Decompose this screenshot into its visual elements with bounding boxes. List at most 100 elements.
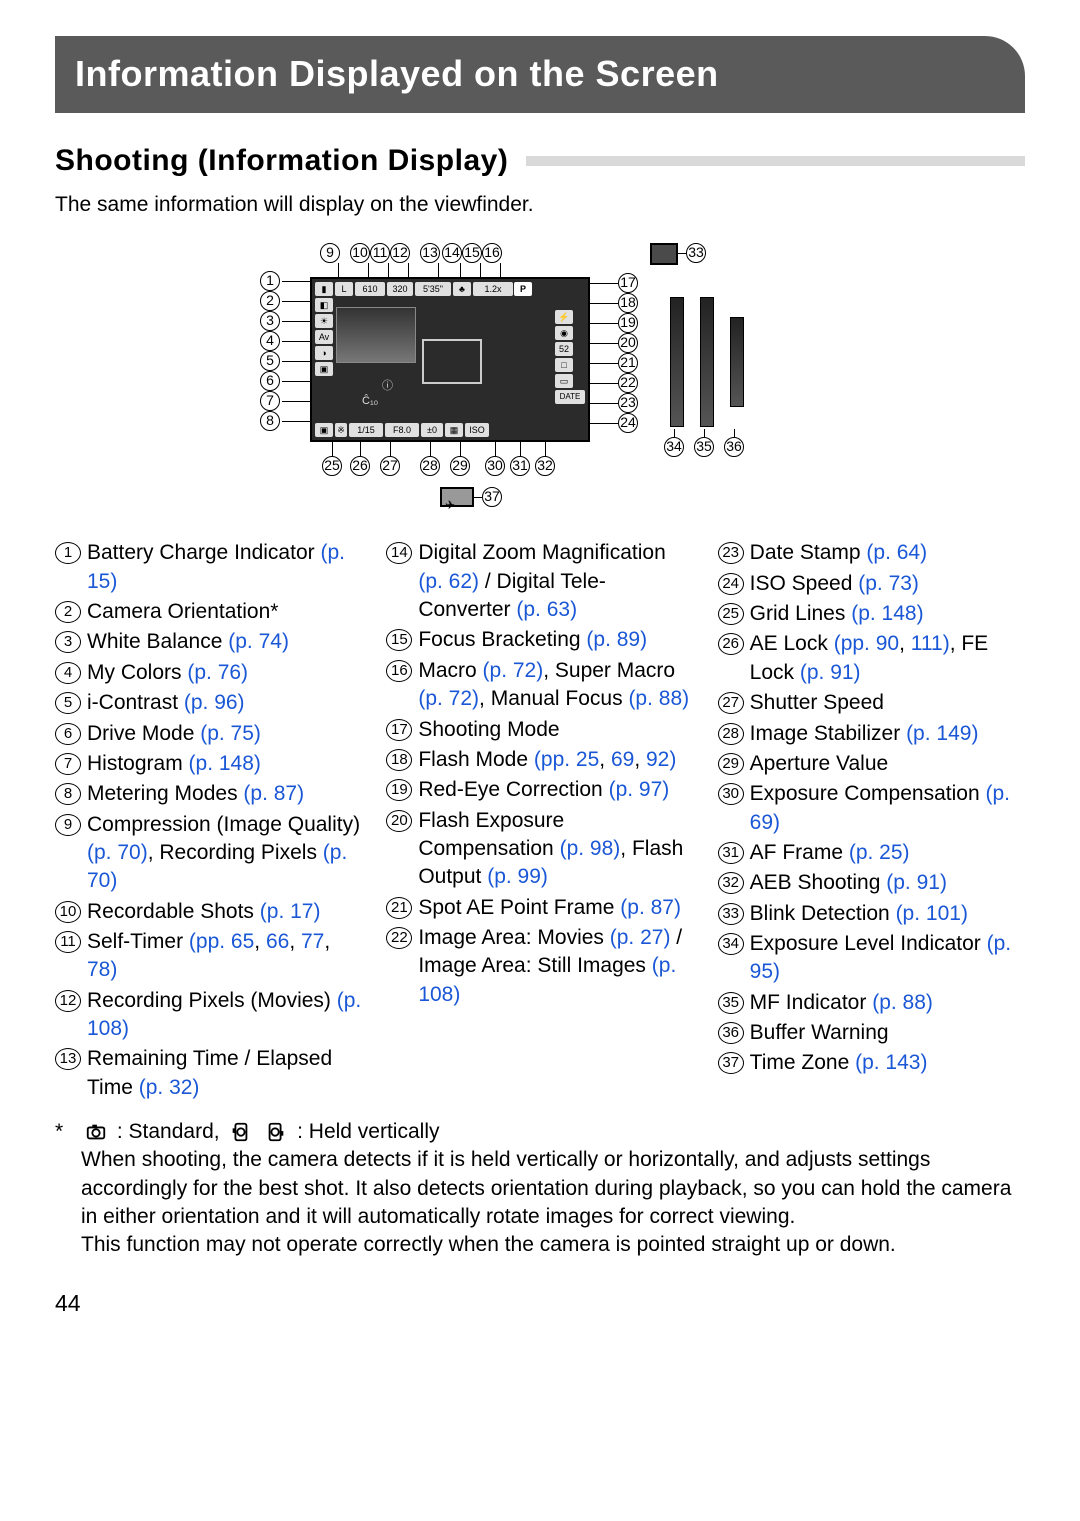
callout-number: 19 bbox=[618, 313, 638, 333]
page-ref[interactable]: 92 bbox=[646, 748, 669, 771]
leader-line bbox=[678, 253, 686, 254]
legend-text: AE Lock (pp. 90, 111), FE Lock (p. 91) bbox=[750, 630, 1025, 687]
legend-label: , Manual Focus bbox=[479, 687, 628, 710]
page-ref[interactable]: (p. 76) bbox=[187, 661, 248, 684]
legend-item: 21Spot AE Point Frame (p. 87) bbox=[386, 894, 693, 922]
page-ref[interactable]: (pp. 90 bbox=[834, 632, 899, 655]
page-ref[interactable]: 78 bbox=[87, 958, 110, 981]
screen-icon: ◧ bbox=[315, 298, 333, 312]
screen-icon: ◑ bbox=[315, 346, 333, 360]
legend-item: 31AF Frame (p. 25) bbox=[718, 839, 1025, 867]
legend-label: Grid Lines bbox=[750, 602, 852, 625]
legend-number: 18 bbox=[386, 749, 412, 771]
page-ref[interactable]: (p. 72) bbox=[483, 659, 544, 682]
leader-line bbox=[704, 429, 705, 437]
page-ref[interactable]: (p. 96) bbox=[184, 691, 245, 714]
legend-text: Metering Modes (p. 87) bbox=[87, 780, 362, 808]
page-ref[interactable]: (pp. 65 bbox=[189, 930, 254, 953]
legend-label: Camera Orientation* bbox=[87, 600, 278, 623]
callout-number: 3 bbox=[260, 311, 280, 331]
legend-item: 32AEB Shooting (p. 91) bbox=[718, 869, 1025, 897]
page-ref[interactable]: (p. 101) bbox=[896, 902, 968, 925]
page-ref[interactable]: (p. 97) bbox=[609, 778, 670, 801]
page-ref[interactable]: ) bbox=[669, 748, 676, 771]
legend-label: Macro bbox=[418, 659, 482, 682]
legend-number: 10 bbox=[55, 901, 81, 923]
page-ref[interactable]: 66 bbox=[266, 930, 289, 953]
legend-label: Shutter Speed bbox=[750, 691, 884, 714]
legend-text: Histogram (p. 148) bbox=[87, 750, 362, 778]
page-ref[interactable]: ) bbox=[110, 958, 117, 981]
page-ref[interactable]: (p. 75) bbox=[200, 722, 261, 745]
page-ref[interactable]: (p. 87) bbox=[243, 782, 304, 805]
legend-item: 6Drive Mode (p. 75) bbox=[55, 720, 362, 748]
legend-number: 8 bbox=[55, 783, 81, 805]
leader-line bbox=[282, 301, 310, 302]
leader-line bbox=[460, 263, 461, 277]
legend-label: Focus Bracketing bbox=[418, 628, 586, 651]
legend-column: 1Battery Charge Indicator (p. 15)2Camera… bbox=[55, 539, 362, 1104]
callout-number: 31 bbox=[510, 456, 530, 476]
legend-item: 22Image Area: Movies (p. 27) / Image Are… bbox=[386, 924, 693, 1009]
legend-text: Red-Eye Correction (p. 97) bbox=[418, 776, 693, 804]
page-ref[interactable]: (p. 99) bbox=[487, 865, 548, 888]
legend-item: 13Remaining Time / Elapsed Time (p. 32) bbox=[55, 1045, 362, 1102]
page-ref[interactable]: (p. 32) bbox=[139, 1076, 200, 1099]
page-ref[interactable]: (p. 88) bbox=[872, 991, 933, 1014]
leader-line bbox=[438, 263, 439, 277]
page-ref[interactable]: (p. 72) bbox=[418, 687, 479, 710]
page-ref[interactable]: (p. 63) bbox=[516, 598, 577, 621]
page-ref[interactable]: (p. 64) bbox=[866, 541, 927, 564]
legend-text: Digital Zoom Magnification (p. 62) / Dig… bbox=[418, 539, 693, 624]
page-ref[interactable]: (p. 25) bbox=[849, 841, 910, 864]
page-title: Information Displayed on the Screen bbox=[55, 36, 1025, 113]
page-ref[interactable]: (p. 98) bbox=[560, 837, 621, 860]
legend-text: Compression (Image Quality) (p. 70), Rec… bbox=[87, 811, 362, 896]
leader-line bbox=[282, 381, 310, 382]
page-ref[interactable]: 111 bbox=[911, 632, 943, 655]
legend-item: 29Aperture Value bbox=[718, 750, 1025, 778]
page-ref[interactable]: (p. 27) bbox=[610, 926, 671, 949]
page-ref[interactable]: (p. 74) bbox=[228, 630, 289, 653]
page-ref[interactable]: (p. 73) bbox=[858, 572, 919, 595]
legend-number: 25 bbox=[718, 603, 744, 625]
page-ref[interactable]: (p. 89) bbox=[586, 628, 647, 651]
page-ref[interactable]: (p. 143) bbox=[855, 1051, 927, 1074]
page-ref[interactable]: (pp. 25 bbox=[534, 748, 599, 771]
page-ref[interactable]: (p. 87) bbox=[620, 896, 681, 919]
page-ref[interactable]: 69 bbox=[611, 748, 634, 771]
legend-text: Grid Lines (p. 148) bbox=[750, 600, 1025, 628]
page-ref[interactable]: 77 bbox=[301, 930, 324, 953]
page-ref[interactable]: (p. 88) bbox=[628, 687, 689, 710]
screen-top-row: ▮ L 610 320 5'35" ♣ 1.2x P bbox=[314, 281, 533, 297]
page-ref[interactable]: (p. 148) bbox=[189, 752, 261, 775]
page-ref[interactable]: ) bbox=[943, 632, 950, 655]
page-ref[interactable]: (p. 70) bbox=[87, 841, 148, 864]
legend-label: Shooting Mode bbox=[418, 718, 559, 741]
legend-label: , bbox=[899, 632, 911, 655]
legend-text: Focus Bracketing (p. 89) bbox=[418, 626, 693, 654]
page-ref[interactable]: (p. 149) bbox=[906, 722, 978, 745]
footnote-star: * bbox=[55, 1118, 81, 1146]
page-ref[interactable]: (p. 148) bbox=[851, 602, 923, 625]
callout-number: 14 bbox=[442, 243, 462, 263]
legend-text: ISO Speed (p. 73) bbox=[750, 570, 1025, 598]
legend-label: , bbox=[324, 930, 330, 953]
legend-number: 24 bbox=[718, 573, 744, 595]
legend-label: Exposure Compensation bbox=[750, 782, 986, 805]
screen-left-col: ◧ ☀ Av ◑ ▣ bbox=[314, 297, 334, 377]
legend-number: 19 bbox=[386, 779, 412, 801]
page-ref[interactable]: (p. 91) bbox=[800, 661, 861, 684]
legend-text: i-Contrast (p. 96) bbox=[87, 689, 362, 717]
legend-text: Spot AE Point Frame (p. 87) bbox=[418, 894, 693, 922]
legend-number: 4 bbox=[55, 662, 81, 684]
page-ref[interactable]: (p. 91) bbox=[886, 871, 947, 894]
callout-number: 23 bbox=[618, 393, 638, 413]
screen-icon: ♣ bbox=[453, 282, 471, 296]
page-ref[interactable]: (p. 62) bbox=[418, 570, 479, 593]
legend-item: 28Image Stabilizer (p. 149) bbox=[718, 720, 1025, 748]
legend-item: 1Battery Charge Indicator (p. 15) bbox=[55, 539, 362, 596]
legend-label: My Colors bbox=[87, 661, 187, 684]
page-ref[interactable]: (p. 17) bbox=[260, 900, 321, 923]
blink-badge bbox=[650, 243, 678, 265]
